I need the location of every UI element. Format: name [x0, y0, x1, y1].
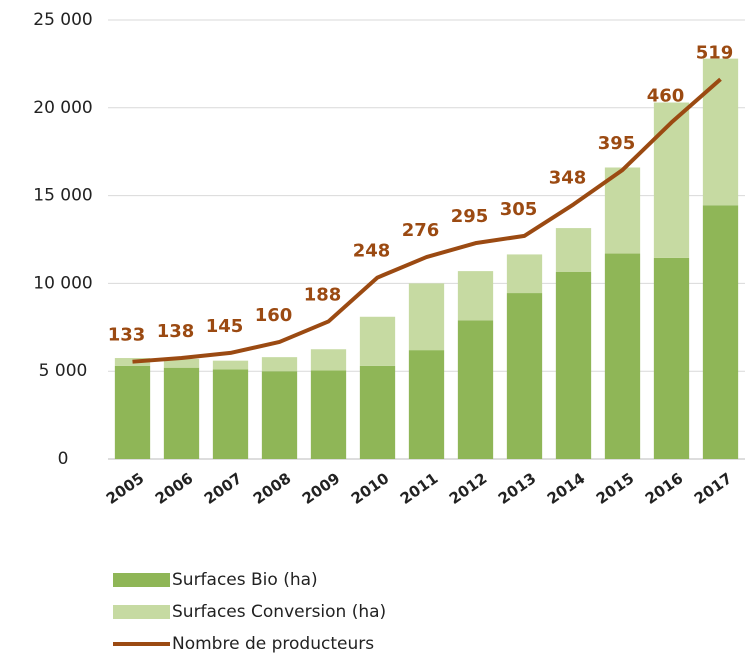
bar [457, 271, 494, 321]
bar [457, 320, 494, 459]
bar [702, 205, 739, 459]
value-label: 295 [451, 206, 489, 227]
bar [261, 371, 298, 459]
x-tick-label: 2005 [103, 469, 148, 508]
bar [359, 316, 396, 366]
y-tick-label: 15 000 [33, 186, 92, 206]
legend-swatch [113, 605, 170, 619]
value-label: 395 [598, 133, 636, 154]
line [132, 77, 722, 364]
bar [653, 257, 690, 459]
bar [506, 293, 543, 459]
bar [163, 367, 200, 459]
x-tick-label: 2008 [250, 469, 295, 508]
x-tick-label: 2006 [152, 469, 197, 508]
bar [163, 358, 200, 368]
bar [212, 369, 249, 459]
x-tick-label: 2017 [691, 469, 736, 508]
x-tick-label: 2015 [593, 469, 638, 508]
bar [310, 370, 347, 459]
bar [604, 167, 641, 254]
x-tick-label: 2009 [299, 469, 344, 508]
bar [604, 253, 641, 459]
x-tick-label: 2010 [348, 469, 393, 508]
value-label: 305 [500, 199, 538, 220]
bar [212, 360, 249, 370]
bar [408, 350, 445, 459]
legend-label: Surfaces Bio (ha) [172, 570, 318, 590]
bar [261, 357, 298, 372]
bar [653, 102, 690, 258]
value-label: 248 [353, 241, 391, 262]
value-label: 348 [549, 167, 587, 188]
bar [359, 365, 396, 459]
bar [114, 358, 151, 366]
y-tick-label: 10 000 [33, 273, 92, 293]
value-label: 188 [304, 284, 342, 305]
x-tick-label: 2007 [201, 469, 246, 508]
bar [408, 283, 445, 351]
value-label: 133 [108, 325, 146, 346]
y-tick-label: 25 000 [33, 10, 92, 30]
value-label: 145 [206, 316, 244, 337]
x-tick-label: 2013 [495, 469, 540, 508]
bar [310, 349, 347, 371]
x-tick-label: 2014 [544, 469, 589, 508]
y-tick-label: 0 [58, 449, 69, 469]
value-label: 460 [647, 85, 685, 106]
x-tick-label: 2012 [446, 469, 491, 508]
value-label: 160 [255, 305, 293, 326]
value-label: 519 [696, 42, 734, 63]
x-tick-label: 2011 [397, 469, 442, 508]
y-tick-label: 5 000 [39, 361, 88, 381]
bar [555, 271, 592, 459]
value-label: 138 [157, 321, 195, 342]
y-tick-label: 20 000 [33, 98, 92, 118]
x-tick-label: 2016 [642, 469, 687, 508]
bar [555, 228, 592, 272]
legend-swatch [113, 573, 170, 587]
value-label: 276 [402, 220, 440, 241]
legend-label: Nombre de producteurs [172, 634, 374, 654]
bar [506, 254, 543, 294]
bar [114, 365, 151, 459]
legend-label: Surfaces Conversion (ha) [172, 602, 386, 622]
bar [702, 58, 739, 206]
